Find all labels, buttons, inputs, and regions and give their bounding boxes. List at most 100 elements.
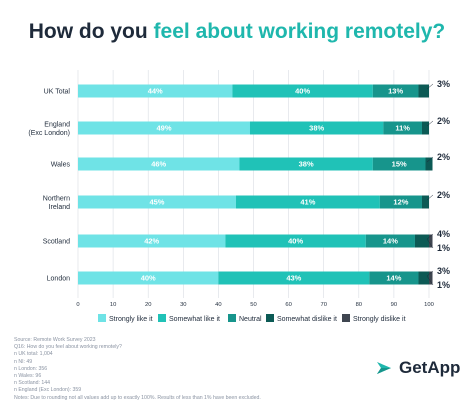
bar-value-label: 40% bbox=[295, 87, 310, 96]
bar-segment bbox=[78, 121, 250, 135]
bar-segment bbox=[379, 195, 422, 209]
bar-segment bbox=[429, 271, 433, 285]
bar-segment bbox=[235, 195, 380, 209]
title-highlight: feel about working remotely? bbox=[153, 20, 446, 43]
note-line: n Scotland: 144 bbox=[14, 380, 51, 387]
x-tick-label: 100 bbox=[424, 302, 434, 308]
leader-line bbox=[426, 275, 434, 286]
small-value-label: 2% bbox=[437, 116, 450, 126]
bar-segment bbox=[369, 271, 419, 285]
note-line: n NI: 49 bbox=[14, 358, 33, 365]
bar-segment bbox=[239, 157, 373, 171]
legend-swatch bbox=[98, 314, 106, 322]
bar-segment bbox=[421, 121, 429, 135]
legend-label: Strongly like it bbox=[109, 316, 153, 323]
bar-value-label: 42% bbox=[144, 237, 159, 246]
small-value-label: 2% bbox=[437, 190, 450, 200]
bar-value-label: 13% bbox=[388, 87, 403, 96]
bar-value-label: 40% bbox=[141, 274, 156, 283]
bar-segment bbox=[78, 157, 240, 171]
bar-segment bbox=[372, 84, 419, 98]
getapp-logo-icon bbox=[377, 362, 391, 374]
bar-segment bbox=[421, 195, 429, 209]
chart-title: How do you feel about working remotely? bbox=[0, 20, 474, 44]
bar-value-label: 45% bbox=[149, 198, 164, 207]
bar-segment bbox=[232, 84, 373, 98]
note-line: Q16: How do you feel about working remot… bbox=[14, 344, 122, 351]
brand: GetApp bbox=[374, 358, 460, 378]
small-value-label: 1% bbox=[437, 280, 450, 290]
bar-segment bbox=[218, 271, 370, 285]
leader-line bbox=[426, 156, 434, 163]
x-tick-label: 0 bbox=[76, 302, 79, 308]
leader-line bbox=[426, 238, 434, 249]
title-prefix: How do you bbox=[28, 20, 154, 43]
category-label: UK Total bbox=[44, 89, 71, 96]
note-line: n England (Exc London): 359 bbox=[14, 387, 82, 394]
bar-segment bbox=[372, 157, 426, 171]
bar-segment bbox=[78, 234, 226, 248]
bar-value-label: 14% bbox=[386, 274, 401, 283]
bar-value-label: 44% bbox=[148, 87, 163, 96]
category-label: Scotland bbox=[43, 239, 70, 246]
brand-name: GetApp bbox=[399, 358, 461, 377]
small-value-label: 3% bbox=[437, 266, 450, 276]
bar-segment bbox=[418, 271, 429, 285]
bar-segment bbox=[429, 234, 433, 248]
legend-label: Strongly dislike it bbox=[353, 316, 406, 323]
x-tick-label: 70 bbox=[320, 302, 326, 308]
x-tick-label: 30 bbox=[180, 302, 186, 308]
source-notes: Source: Remote Work Survey 2023 Q16: How … bbox=[14, 337, 344, 402]
bar-value-label: 38% bbox=[309, 124, 324, 133]
legend-swatch bbox=[266, 314, 274, 322]
leader-line bbox=[426, 233, 434, 240]
category-label: England bbox=[44, 121, 70, 128]
x-tick-label: 50 bbox=[250, 302, 256, 308]
legend-swatch bbox=[158, 314, 166, 322]
bar-segment bbox=[425, 157, 433, 171]
legend-label: Neutral bbox=[239, 316, 262, 323]
bar-segment bbox=[414, 234, 429, 248]
category-label: London bbox=[47, 276, 70, 283]
leader-line bbox=[426, 194, 434, 201]
bar-value-label: 12% bbox=[393, 198, 408, 207]
bar-segment bbox=[383, 121, 422, 135]
category-label: Northern bbox=[43, 195, 70, 202]
bar-value-label: 40% bbox=[288, 237, 303, 246]
legend-label: Somewhat dislike it bbox=[277, 316, 337, 323]
legend-swatch bbox=[342, 314, 350, 322]
bar-segment bbox=[365, 234, 415, 248]
note-line: Notes: Due to rounding not all values ad… bbox=[14, 394, 261, 401]
note-line: Source: Remote Work Survey 2023 bbox=[14, 337, 96, 343]
bar-segment bbox=[225, 234, 366, 248]
note-line: n London: 356 bbox=[14, 365, 48, 372]
x-tick-label: 20 bbox=[145, 302, 151, 308]
bar-value-label: 46% bbox=[151, 160, 166, 169]
x-tick-label: 10 bbox=[110, 302, 116, 308]
bar-segment bbox=[78, 84, 233, 98]
small-value-label: 2% bbox=[437, 152, 450, 162]
bar-value-label: 41% bbox=[300, 198, 315, 207]
leader-line bbox=[426, 83, 434, 90]
x-tick-label: 40 bbox=[215, 302, 221, 308]
small-value-label: 1% bbox=[437, 243, 450, 253]
bar-segment bbox=[78, 271, 219, 285]
note-line: n UK total: 1,004 bbox=[14, 351, 53, 358]
bar-segment bbox=[418, 84, 429, 98]
x-tick-label: 80 bbox=[356, 302, 362, 308]
legend-label: Somewhat like it bbox=[169, 316, 220, 323]
stacked-bar-chart: UK Total 44% 40% 13% 3% England (Exc London) 49… bbox=[28, 70, 450, 323]
leader-line bbox=[426, 270, 434, 277]
bar-value-label: 49% bbox=[156, 124, 171, 133]
bar-value-label: 43% bbox=[286, 274, 301, 283]
bar-segment bbox=[78, 195, 236, 209]
category-label: Wales bbox=[51, 162, 71, 169]
legend-swatch bbox=[228, 314, 236, 322]
bar-value-label: 38% bbox=[299, 160, 314, 169]
small-value-label: 4% bbox=[437, 229, 450, 239]
small-value-label: 3% bbox=[437, 79, 450, 89]
x-tick-label: 60 bbox=[285, 302, 291, 308]
bar-value-label: 15% bbox=[392, 160, 407, 169]
category-label: Ireland bbox=[49, 204, 71, 211]
bar-value-label: 14% bbox=[383, 237, 398, 246]
